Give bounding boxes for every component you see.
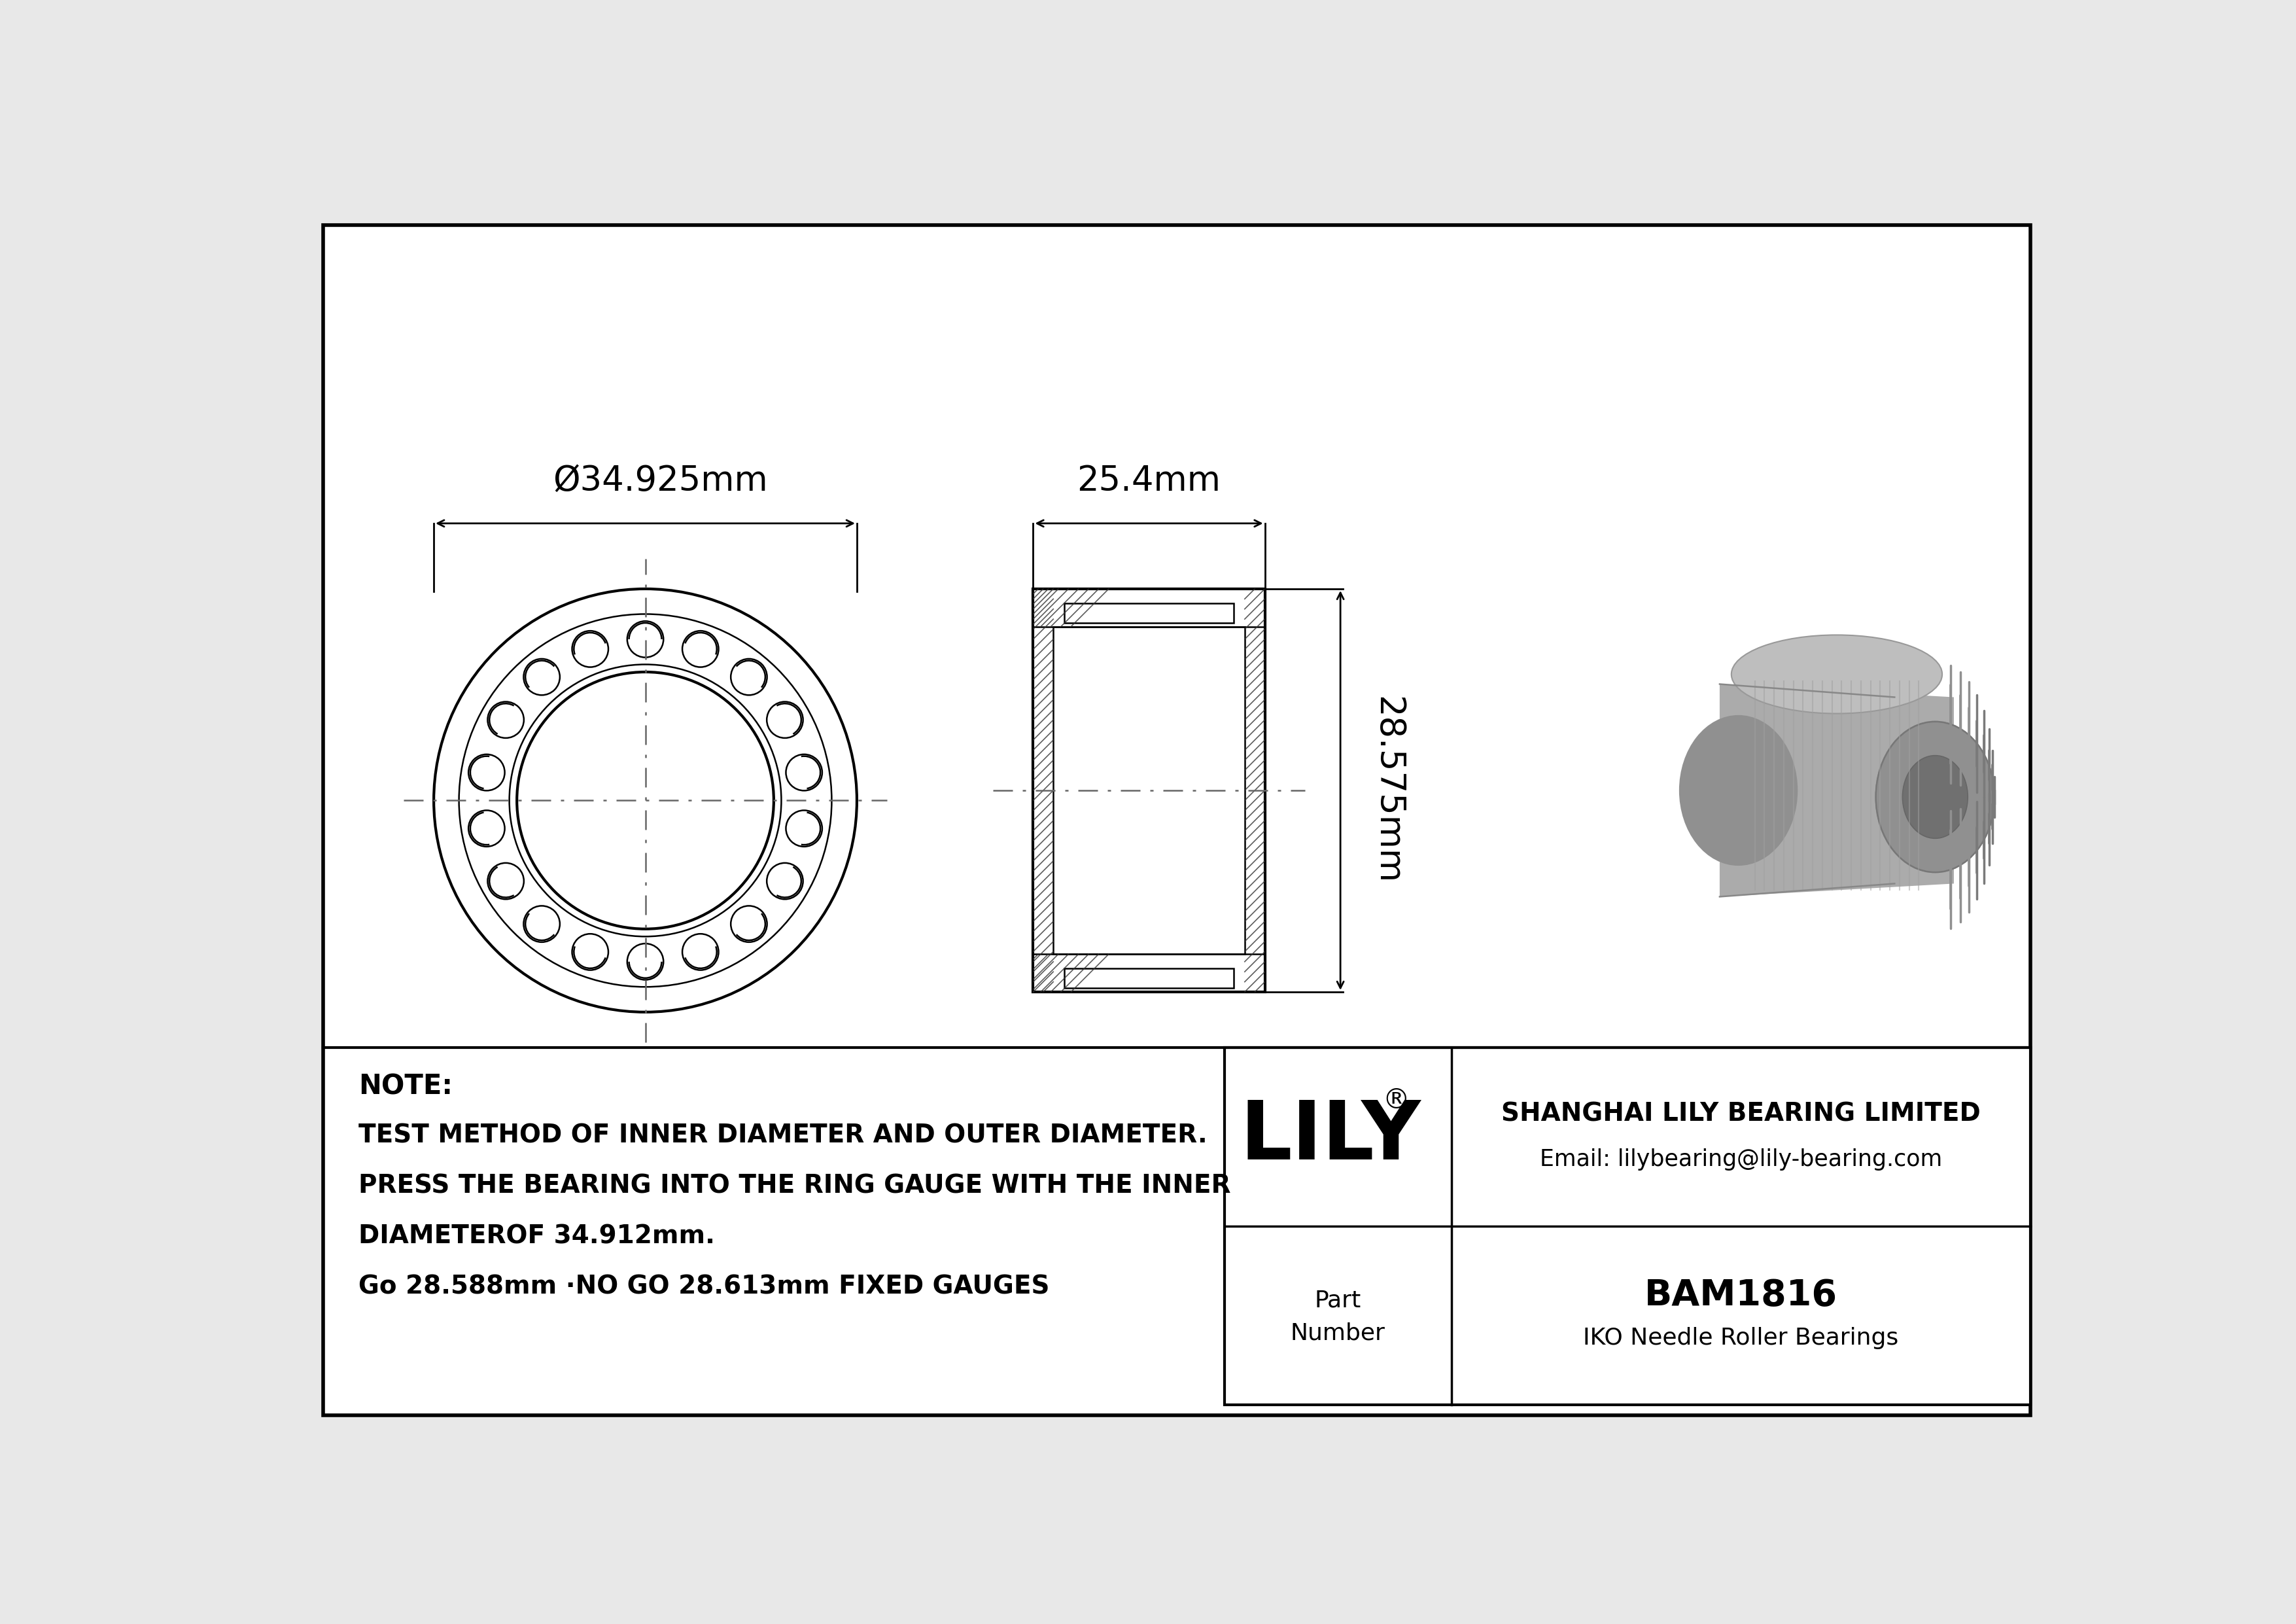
Ellipse shape: [1903, 755, 1968, 838]
Ellipse shape: [1876, 721, 1995, 872]
Bar: [1065, 968, 1233, 987]
Text: Part: Part: [1316, 1289, 1362, 1312]
Text: NOTE:: NOTE:: [358, 1072, 452, 1099]
Polygon shape: [1720, 684, 1954, 896]
Bar: [1033, 590, 1265, 992]
Text: LILY: LILY: [1240, 1098, 1421, 1176]
Ellipse shape: [1731, 635, 1942, 713]
Text: ®: ®: [1382, 1086, 1410, 1114]
Text: Go 28.588mm ·NO GO 28.613mm FIXED GAUGES: Go 28.588mm ·NO GO 28.613mm FIXED GAUGES: [358, 1275, 1049, 1299]
Ellipse shape: [1876, 721, 1995, 872]
Ellipse shape: [1731, 635, 1942, 713]
Text: TEST METHOD OF INNER DIAMETER AND OUTER DIAMETER.: TEST METHOD OF INNER DIAMETER AND OUTER …: [358, 1122, 1208, 1148]
Bar: [1054, 627, 1244, 955]
Ellipse shape: [1678, 715, 1798, 866]
Bar: [1065, 603, 1233, 622]
Text: DIAMETEROF 34.912mm.: DIAMETEROF 34.912mm.: [358, 1223, 714, 1249]
Text: IKO Needle Roller Bearings: IKO Needle Roller Bearings: [1584, 1327, 1899, 1350]
Ellipse shape: [1903, 755, 1968, 838]
Bar: [1224, 1047, 2030, 1405]
Text: BAM1816: BAM1816: [1644, 1278, 1837, 1314]
Text: 28.575mm: 28.575mm: [1371, 697, 1405, 885]
Text: PRESS THE BEARING INTO THE RING GAUGE WITH THE INNER: PRESS THE BEARING INTO THE RING GAUGE WI…: [358, 1173, 1231, 1199]
Text: Email: lilybearing@lily-bearing.com: Email: lilybearing@lily-bearing.com: [1541, 1148, 1942, 1171]
Text: Ø34.925mm: Ø34.925mm: [553, 464, 767, 499]
Text: SHANGHAI LILY BEARING LIMITED: SHANGHAI LILY BEARING LIMITED: [1502, 1101, 1981, 1127]
Text: 25.4mm: 25.4mm: [1077, 464, 1221, 499]
Text: Number: Number: [1290, 1322, 1384, 1345]
